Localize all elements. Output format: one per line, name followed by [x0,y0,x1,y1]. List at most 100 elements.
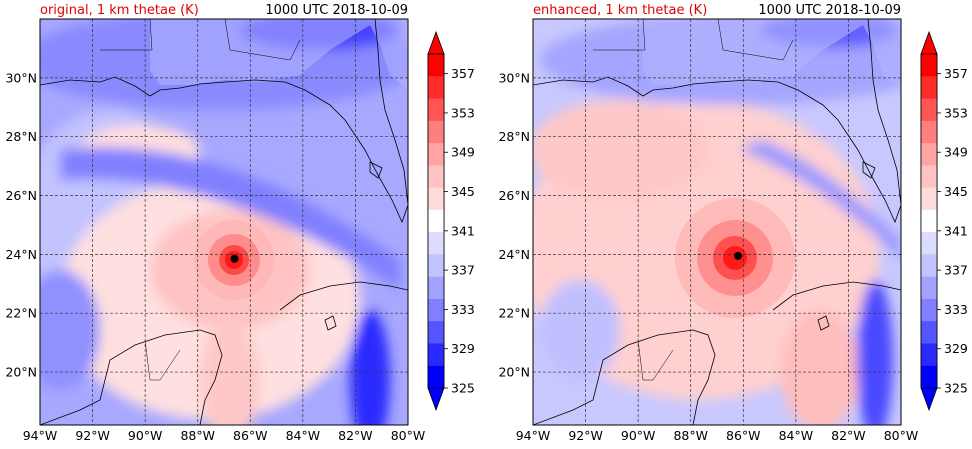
lat-tick-label: 26°N [498,188,530,203]
colorbar-level [428,232,444,255]
colorbar-level [921,120,937,144]
lat-tick-label: 24°N [5,247,37,262]
lat-tick-label: 22°N [498,306,530,321]
lon-tick-label: 94°W [516,428,551,443]
colorbar-level [921,276,937,299]
colorbar-level [428,298,444,322]
colorbar-level [921,143,937,166]
colorbar-level [921,165,937,188]
panel-time-original: 1000 UTC 2018-10-09 [265,3,408,18]
colorbar-level [921,321,937,344]
lon-tick-label: 92°W [75,428,110,443]
colorbar-level [921,209,937,233]
lon-tick-label: 94°W [23,428,58,443]
lat-tick-label: 28°N [5,129,37,144]
lat-tick-label: 30°N [498,70,530,85]
colorbar-level [428,343,444,366]
colorbar-max-arrow [427,30,445,55]
colorbar-enhanced: 325 329 333 337 341 345 349 353 357 [920,30,968,412]
colorbar-tick-label: 341 [944,223,968,238]
lon-tick-label: 82°W [338,428,373,443]
colorbar-level [921,98,937,121]
lat-tick-label: 28°N [498,129,530,144]
lat-tick-labels-original: 20°N 22°N 24°N 26°N 28°N 30°N [5,70,37,379]
colorbar-level [921,298,937,322]
colorbar-level [428,321,444,344]
colorbar-level [921,254,937,277]
lon-tick-label: 84°W [779,428,814,443]
colorbar-tick-label: 325 [451,381,475,396]
map-frame-enhanced [532,18,902,426]
colorbar-level [921,187,937,210]
thetae-field-enhanced [533,19,901,425]
colorbar-min-arrow [920,387,938,412]
lat-tick-labels-enhanced: 20°N 22°N 24°N 26°N 28°N 30°N [498,70,530,379]
storm-center-marker-enhanced [734,251,743,260]
colorbar-level [921,54,937,77]
colorbar-tick-label: 325 [944,381,968,396]
colorbar-tick-label: 357 [451,66,475,81]
colorbar-level [428,54,444,77]
colorbar-level [921,76,937,99]
lon-tick-label: 80°W [391,428,426,443]
colorbar-tick-label: 337 [451,263,475,278]
colorbar-level [428,254,444,277]
colorbar-tick-label: 333 [451,302,475,317]
panel-title-original: original, 1 km thetae (K) [40,3,199,18]
panel-time-enhanced: 1000 UTC 2018-10-09 [758,3,901,18]
colorbar-level [428,165,444,188]
map-panel-enhanced: enhanced, 1 km thetae (K) 1000 UTC 2018-… [498,3,967,443]
colorbar-level [428,120,444,144]
colorbar-tick-label: 337 [944,263,968,278]
colorbar-level [428,365,444,388]
lon-tick-labels-original: 94°W 92°W 90°W 88°W 86°W 84°W 82°W 80°W [23,428,426,443]
colorbar-level [428,143,444,166]
colorbar-tick-label: 349 [451,145,475,160]
storm-center-marker-original [230,254,239,263]
colorbar-level [428,187,444,210]
colorbar-tick-label: 341 [451,223,475,238]
colorbar-tick-label: 349 [944,145,968,160]
colorbar-tick-label: 333 [944,302,968,317]
colorbar-original: 325 329 333 337 341 345 349 353 357 [427,30,475,412]
panel-title-enhanced: enhanced, 1 km thetae (K) [533,3,707,18]
colorbar-tick-label: 329 [451,341,475,356]
lon-tick-label: 92°W [568,428,603,443]
lat-tick-label: 22°N [5,306,37,321]
colorbar-tick-label: 357 [944,66,968,81]
colorbar-min-arrow [427,387,445,412]
lon-tick-label: 82°W [831,428,866,443]
colorbar-tick-label: 329 [944,341,968,356]
lon-tick-label: 90°W [621,428,656,443]
colorbar-level [428,276,444,299]
colorbar-tick-label: 353 [944,105,968,120]
colorbar-tick-label: 353 [451,105,475,120]
lon-tick-label: 80°W [884,428,919,443]
lon-tick-label: 86°W [726,428,761,443]
gridlines-original [40,19,408,425]
lon-tick-label: 86°W [233,428,268,443]
colorbar-level [428,98,444,121]
colorbar-level [921,232,937,255]
thetae-field-original [40,19,408,425]
colorbar-max-arrow [920,30,938,55]
map-panel-original: original, 1 km thetae (K) 1000 UTC 2018-… [5,3,475,443]
lat-tick-label: 26°N [5,188,37,203]
colorbar-tick-label: 345 [944,184,968,199]
lon-tick-label: 88°W [180,428,215,443]
lat-tick-label: 20°N [498,365,530,380]
lat-tick-label: 24°N [498,247,530,262]
map-frame-original [39,18,409,426]
lat-tick-label: 20°N [5,365,37,380]
gridlines-enhanced [533,19,901,425]
colorbar-level [921,365,937,388]
lon-tick-labels-enhanced: 94°W 92°W 90°W 88°W 86°W 84°W 82°W 80°W [516,428,919,443]
lat-tick-label: 30°N [5,70,37,85]
colorbar-level [921,343,937,366]
colorbar-tick-label: 345 [451,184,475,199]
lon-tick-label: 90°W [128,428,163,443]
lon-tick-label: 88°W [673,428,708,443]
lon-tick-label: 84°W [286,428,321,443]
colorbar-level [428,76,444,99]
